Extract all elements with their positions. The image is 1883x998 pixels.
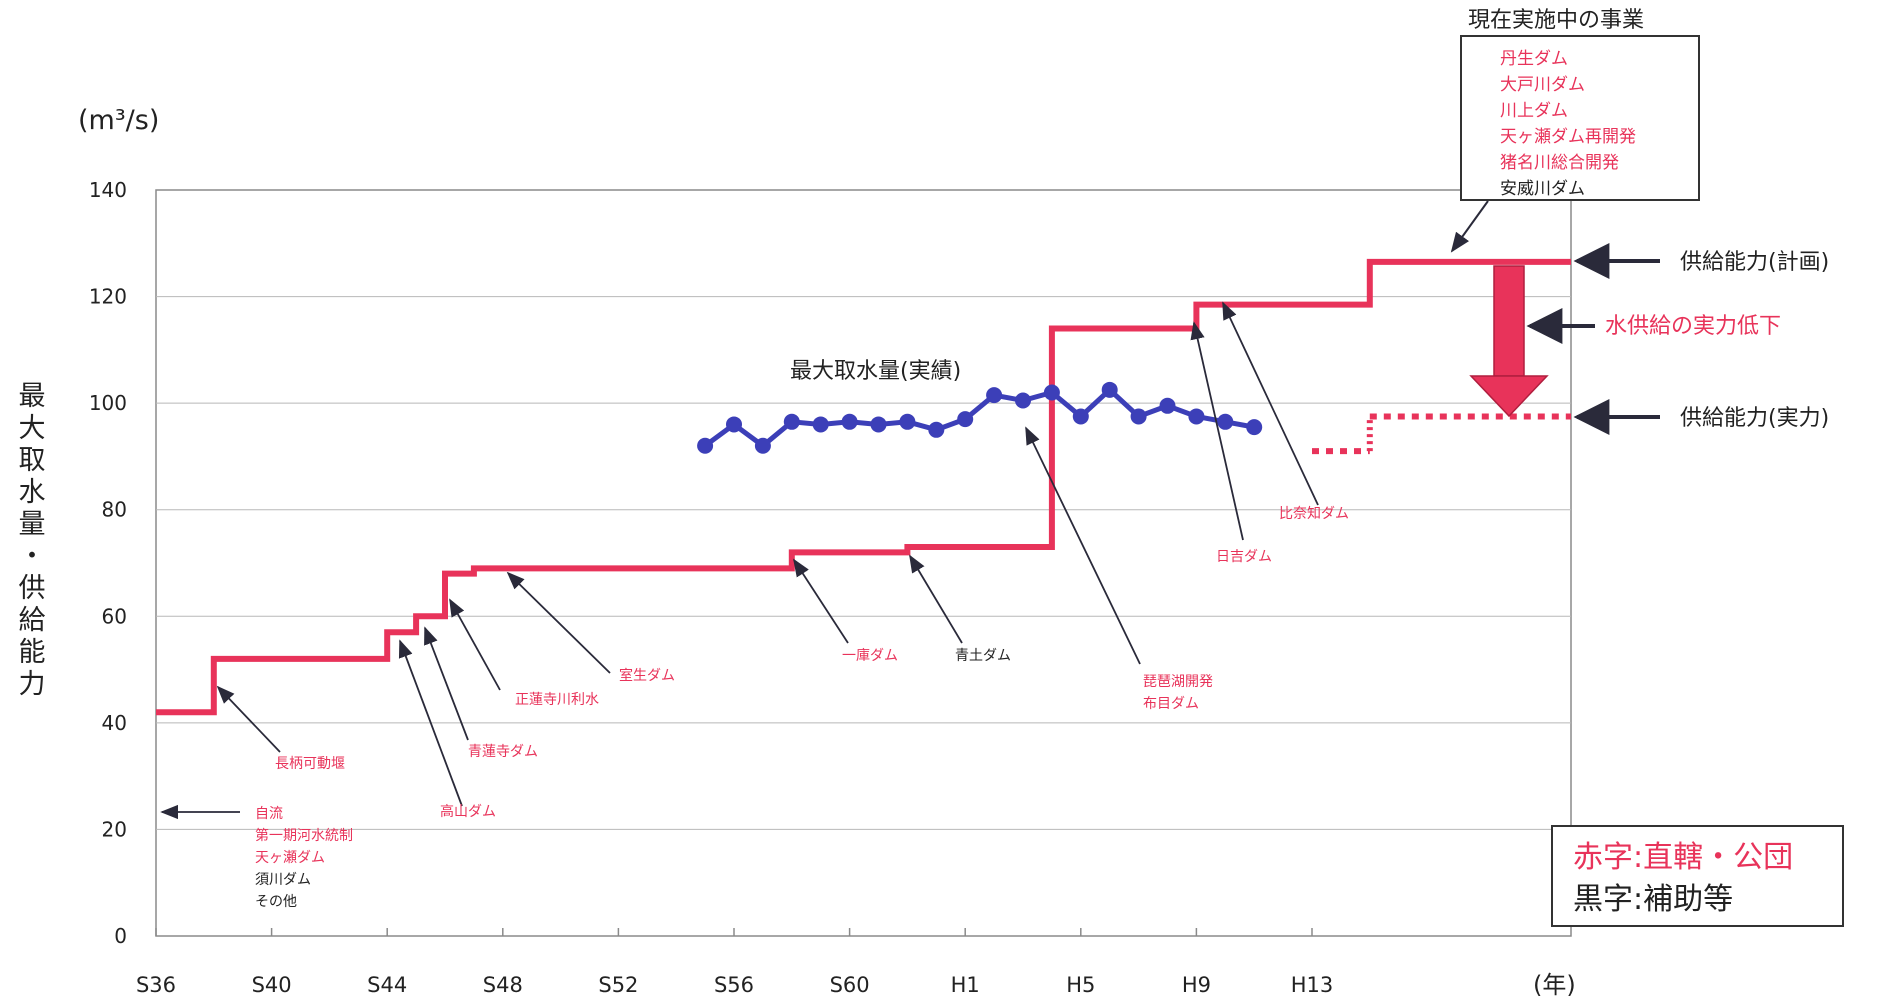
label-shorenji-dam: 青蓮寺ダム — [468, 744, 538, 760]
max-intake-point — [841, 413, 858, 430]
max-intake-point — [1217, 413, 1234, 430]
max-intake-point — [870, 416, 887, 433]
current-project-item: 天ヶ瀬ダム再開発 — [1500, 127, 1636, 147]
x-tick-marks — [155, 928, 1313, 936]
max-intake-point — [1246, 419, 1263, 436]
max-intake-series — [697, 381, 1263, 454]
y-tick-labels: 140 120 100 80 60 40 20 0 — [89, 178, 127, 948]
current-project-item: 丹生ダム — [1500, 49, 1568, 69]
annotation-labels: 長柄可動堰 高山ダム 青蓮寺ダム 正蓮寺川利水 室生ダム 一庫ダム 青土ダム 琵… — [255, 505, 1349, 910]
supply-actual-line — [1312, 413, 1571, 455]
supply-drop-label: 水供給の実力低下 — [1605, 314, 1781, 339]
max-intake-point — [1072, 408, 1089, 425]
x-tick-label: S56 — [714, 973, 754, 997]
current-project-item: 川上ダム — [1500, 101, 1568, 121]
max-intake-point — [928, 421, 945, 438]
y-axis-label: 最大取水量・供給能力 — [19, 381, 46, 700]
x-tick-label: H5 — [1066, 973, 1095, 997]
max-intake-point — [1188, 408, 1205, 425]
current-project-item: 大戸川ダム — [1500, 75, 1585, 95]
current-project-item: 安威川ダム — [1500, 179, 1585, 199]
label-hinachi: 比奈知ダム — [1279, 505, 1349, 522]
max-intake-point — [1101, 381, 1118, 398]
label-hitokura: 一庫ダム — [842, 647, 898, 664]
label-shorenjigawa: 正蓮寺川利水 — [515, 692, 599, 708]
x-tick-label: S52 — [598, 973, 638, 997]
max-intake-point — [726, 416, 742, 433]
supply-plan-line — [156, 258, 1571, 716]
max-intake-label: 最大取水量(実績) — [790, 359, 961, 384]
max-intake-point — [1159, 397, 1176, 414]
max-intake-point — [697, 437, 714, 454]
x-tick-label: S60 — [830, 973, 870, 997]
supply-drop-arrow — [1469, 265, 1549, 418]
label-nunome: 布目ダム — [1143, 696, 1199, 712]
y-tick-label: 140 — [89, 178, 127, 202]
y-tick-label: 20 — [102, 817, 127, 841]
max-intake-point — [1130, 408, 1147, 425]
max-intake-point — [812, 416, 829, 433]
label-nagara: 長柄可動堰 — [275, 756, 345, 772]
plot-frame — [155, 189, 1572, 937]
current-projects-box: 現在実施中の事業 丹生ダム大戸川ダム川上ダム天ヶ瀬ダム再開発猪名川総合開発安威川… — [1450, 8, 1700, 253]
legend-red-text: 赤字:直轄・公団 — [1573, 840, 1793, 875]
label-takayama: 高山ダム — [440, 803, 496, 820]
base-source-item: 須川ダム — [255, 872, 311, 888]
y-tick-label: 0 — [114, 924, 127, 948]
current-projects-title: 現在実施中の事業 — [1468, 8, 1644, 33]
x-tick-label: S44 — [367, 973, 407, 997]
y-tick-label: 40 — [102, 711, 127, 735]
y-tick-label: 60 — [102, 604, 127, 628]
x-tick-labels: S36 S40 S44 S48 S52 S56 S60 H1 H5 H9 H13 — [136, 973, 1333, 997]
label-aodo: 青土ダム — [955, 648, 1011, 664]
max-intake-point — [754, 437, 771, 454]
legend: 赤字:直轄・公団 黒字:補助等 — [1551, 825, 1844, 927]
max-intake-point — [899, 413, 916, 430]
annotation-arrows — [160, 301, 1319, 820]
max-intake-point — [957, 411, 974, 428]
base-source-item: 自流 — [255, 806, 283, 822]
max-intake-point — [783, 413, 800, 430]
y-tick-label: 120 — [89, 285, 127, 309]
current-project-item: 猪名川総合開発 — [1500, 153, 1619, 173]
x-tick-label: H1 — [951, 973, 980, 997]
max-intake-point — [1015, 392, 1031, 409]
projects-pointer — [1450, 200, 1489, 253]
max-intake-point — [986, 387, 1003, 404]
supply-plan-path — [156, 258, 1571, 716]
plot-area — [155, 189, 1572, 937]
label-hiyoshi: 日吉ダム — [1216, 549, 1272, 565]
base-source-item: 第一期河水統制 — [255, 827, 353, 844]
x-unit-label: (年) — [1533, 971, 1576, 998]
y-tick-label: 80 — [102, 498, 127, 522]
max-intake-point — [1043, 384, 1060, 401]
gridlines — [156, 296, 1571, 830]
unit-label: (m³/s) — [78, 105, 159, 136]
y-tick-label: 100 — [89, 391, 127, 415]
base-source-item: 天ヶ瀬ダム — [255, 850, 325, 866]
legend-black-text: 黒字:補助等 — [1573, 882, 1733, 917]
label-biwako: 琵琶湖開発 — [1143, 674, 1213, 690]
supply-plan-label: 供給能力(計画) — [1680, 250, 1829, 275]
base-source-item: その他 — [255, 894, 297, 910]
label-muro: 室生ダム — [619, 667, 675, 684]
x-tick-label: H9 — [1182, 973, 1211, 997]
x-tick-label: H13 — [1291, 973, 1334, 997]
x-tick-label: S48 — [483, 973, 523, 997]
supply-actual-label: 供給能力(実力) — [1680, 406, 1829, 431]
x-tick-label: S36 — [136, 973, 176, 997]
x-tick-label: S40 — [252, 973, 292, 997]
